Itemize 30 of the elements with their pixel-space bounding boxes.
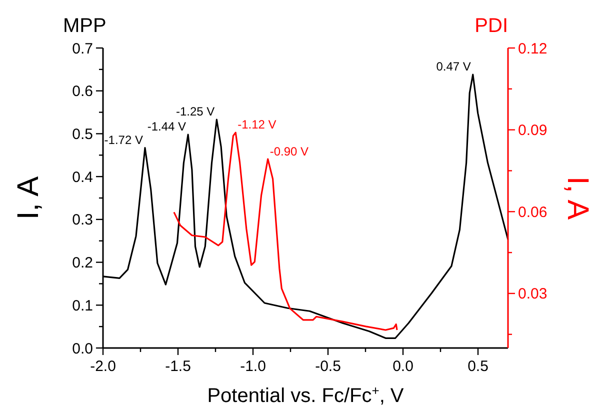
x-tick-label: -1.5 — [165, 358, 191, 375]
annotation: 0.47 V — [436, 60, 471, 74]
y-axis-title: I, A — [12, 176, 45, 220]
line-series — [173, 132, 398, 331]
y-tick-label: 0.4 — [72, 168, 93, 186]
x-tick-label: 0.5 — [468, 358, 488, 375]
y-tick-label: 0.7 — [72, 40, 93, 58]
x-axis-title: Potential vs. Fc/Fc$^{+}$, V — [207, 382, 404, 407]
y2-tick-label: 0.09 — [518, 122, 548, 140]
y-tick-label: 0.1 — [72, 297, 93, 314]
annotation: -1.72 V — [104, 132, 143, 147]
y2-tick-label: 0.12 — [518, 40, 548, 58]
y-tick-label: 0.2 — [72, 254, 93, 272]
y-tick-label: 0.3 — [72, 212, 93, 229]
text: PDI — [474, 15, 508, 37]
y2-tick-label: 0.03 — [518, 286, 548, 303]
x-tick-label: 0.0 — [392, 358, 414, 375]
text: MPP — [63, 15, 106, 37]
y2-tick-label: 0.06 — [518, 204, 548, 221]
y-tick-label: 0.5 — [72, 126, 93, 143]
annotation: -1.25 V — [176, 104, 215, 119]
annotation: -1.44 V — [147, 120, 186, 134]
y2-axis-title: I, A — [561, 176, 591, 220]
x-tick-label: -1.0 — [240, 358, 266, 375]
x-tick-label: -2.0 — [90, 358, 116, 375]
y-tick-label: 0.6 — [72, 83, 93, 100]
y-tick-label: 0.0 — [72, 340, 93, 358]
x-tick-label: -0.5 — [315, 358, 341, 375]
annotation: -0.90 V — [270, 144, 309, 158]
annotation: -1.12 V — [238, 117, 276, 132]
